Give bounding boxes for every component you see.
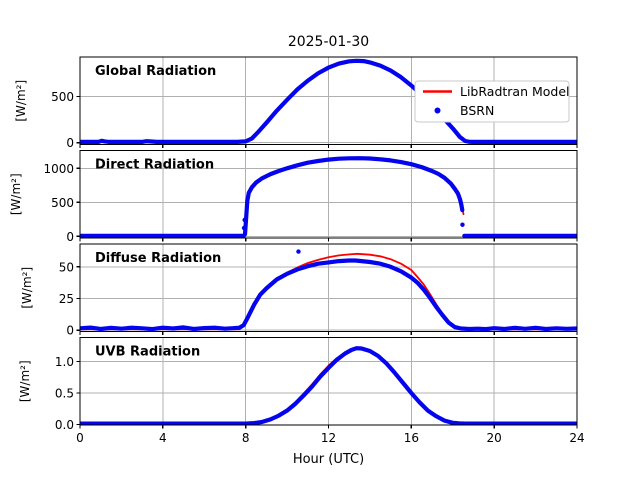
bsrn-outlier-dot xyxy=(241,225,247,231)
y-tick-label: 0 xyxy=(66,136,74,150)
x-tick-label: 16 xyxy=(404,431,419,445)
tick-marks xyxy=(76,361,578,429)
panel-title-diffuse-radiation: Diffuse Radiation xyxy=(95,251,221,266)
bsrn-outlier-dot xyxy=(460,222,465,227)
gridlines xyxy=(80,337,577,425)
bsrn-outlier-dot xyxy=(242,217,247,223)
panel-title-uvb-radiation: UVB Radiation xyxy=(95,345,200,360)
subplot-uvb-radiation: 0.0 0.5 1.0 [W/m²] UVB Radiation 0 4 8 12 16 20 24 xyxy=(18,336,585,445)
y-tick-label: 0.0 xyxy=(55,418,74,432)
x-axis-label: Hour (UTC) xyxy=(292,452,365,467)
bsrn-data-line-uvb-radiation xyxy=(80,346,577,425)
y-tick-label: 500 xyxy=(51,196,74,210)
y-tick-label: 500 xyxy=(51,90,74,104)
bsrn-data-line-diffuse-radiation xyxy=(80,258,577,332)
y-axis-unit-label-uvb-radiation: [W/m²] xyxy=(18,360,32,402)
y-axis-unit-label-global-radiation: [W/m²] xyxy=(14,80,28,122)
y-tick-label: 25 xyxy=(59,292,74,306)
x-tick-label: 24 xyxy=(569,431,584,445)
y-tick-label: 1.0 xyxy=(55,355,74,369)
subplot-diffuse-radiation: 0 25 50 [W/m²] Diffuse Radiation xyxy=(20,243,578,338)
tick-marks xyxy=(76,167,578,242)
x-tick-label: 0 xyxy=(76,431,84,445)
x-tick-label: 4 xyxy=(159,431,167,445)
x-tick-label: 20 xyxy=(487,431,502,445)
tick-marks xyxy=(76,266,578,335)
figure-title: 2025-01-30 xyxy=(287,34,370,50)
bsrn-data-line-direct-radiation xyxy=(80,156,577,238)
legend-box xyxy=(414,80,570,123)
y-tick-label: 1000 xyxy=(43,162,74,176)
bsrn-outlier-dot xyxy=(296,249,301,254)
legend: LibRadtran Model BSRN xyxy=(414,80,570,123)
subplot-direct-radiation: 0 500 1000 [W/m²] Direct Radiation xyxy=(9,149,578,244)
x-tick-label: 12 xyxy=(321,431,336,445)
panel-title-global-radiation: Global Radiation xyxy=(95,64,216,79)
x-tick-label: 8 xyxy=(242,431,250,445)
tick-marks xyxy=(76,95,578,148)
subplot-global-radiation: 0 500 [W/m²] Global Radiation LibRadtran Mod… xyxy=(14,56,578,150)
legend-label: LibRadtran Model xyxy=(460,84,570,99)
y-tick-label: 0 xyxy=(66,324,74,338)
legend-label: BSRN xyxy=(460,103,494,118)
y-tick-label: 0 xyxy=(66,230,74,244)
panel-title-direct-radiation: Direct Radiation xyxy=(95,158,214,173)
y-tick-label: 0.5 xyxy=(55,387,74,401)
y-axis-unit-label-direct-radiation: [W/m²] xyxy=(9,173,23,215)
y-tick-label: 50 xyxy=(59,260,74,274)
y-axis-unit-label-diffuse-radiation: [W/m²] xyxy=(20,267,34,309)
legend-dot-sample xyxy=(434,107,441,114)
